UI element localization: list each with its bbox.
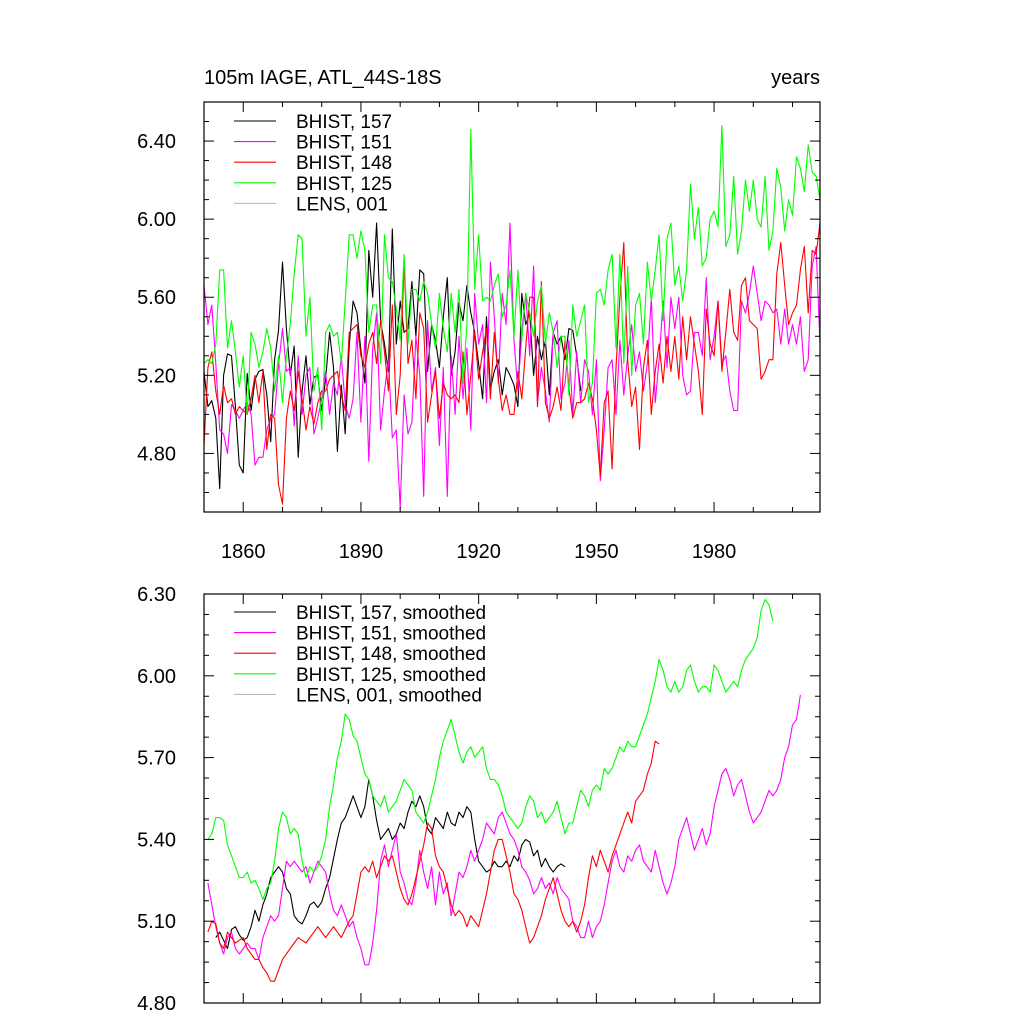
bottom-axes: 4.80 5.10 5.40 5.70 6.00 6.30 <box>137 584 821 1015</box>
series-line-2 <box>204 222 820 505</box>
series-line-0 <box>204 222 582 490</box>
legend-label-4: LENS, 001 <box>296 194 388 215</box>
chart-title-left: 105m IAGE, ATL_44S-18S <box>204 67 442 89</box>
y-tick-label: 5.20 <box>137 365 176 387</box>
y-tick-label: 5.40 <box>137 829 176 851</box>
y-tick-label: 4.80 <box>137 993 176 1015</box>
legend-label-2: BHIST, 148, smoothed <box>296 644 486 665</box>
x-tick-label: 1980 <box>692 541 737 563</box>
series-line-0 <box>215 778 566 950</box>
y-tick-label: 5.10 <box>137 911 176 933</box>
chart-title-right: years <box>771 67 820 89</box>
y-tick-label: 6.00 <box>137 209 176 231</box>
series-line-3 <box>204 124 820 431</box>
legend-label-1: BHIST, 151, smoothed <box>296 624 486 645</box>
top-panel: 105m IAGE, ATL_44S-18S years 4.80 5.20 5.6… <box>137 67 821 563</box>
x-tick-label: 1950 <box>574 541 619 563</box>
plot-frame <box>203 101 821 513</box>
legend-label-0: BHIST, 157 <box>296 112 392 133</box>
y-tick-label: 5.60 <box>137 287 176 309</box>
y-tick-label: 6.40 <box>137 131 176 153</box>
x-tick-label: 1890 <box>339 541 384 563</box>
legend-label-3: BHIST, 125 <box>296 174 392 195</box>
x-tick-label: 1920 <box>456 541 501 563</box>
bottom-panel: 4.80 5.10 5.40 5.70 6.00 6.30 BHIST, 157, smo… <box>137 584 821 1015</box>
x-tick-label: 1860 <box>221 541 266 563</box>
legend-label-2: BHIST, 148 <box>296 153 392 174</box>
y-tick-label: 6.00 <box>137 666 176 688</box>
y-tick-label: 6.30 <box>137 584 176 606</box>
y-tick-label: 5.70 <box>137 748 176 770</box>
top-series-layer <box>204 124 820 509</box>
legend-label-0: BHIST, 157, smoothed <box>296 603 486 624</box>
legend-label-3: BHIST, 125, smoothed <box>296 665 486 686</box>
top-axes: 4.80 5.20 5.60 6.00 6.40 1860 1890 1920 1950 1980 <box>137 101 821 563</box>
y-tick-label: 4.80 <box>137 443 176 465</box>
series-line-2 <box>207 740 660 982</box>
legend-label-4: LENS, 001, smoothed <box>296 685 482 706</box>
legend-label-1: BHIST, 151 <box>296 133 392 154</box>
series-line-3 <box>207 598 774 900</box>
bottom-series-layer <box>207 598 801 982</box>
series-line-1 <box>207 694 801 966</box>
